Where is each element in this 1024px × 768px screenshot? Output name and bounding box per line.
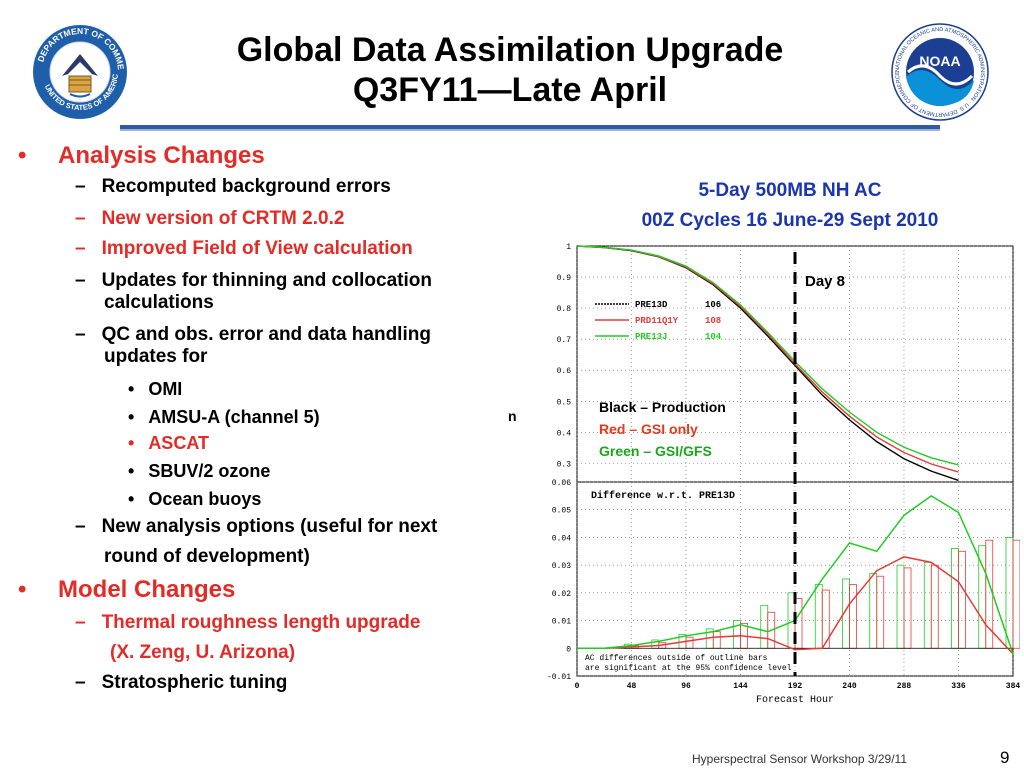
legend-value: 104 <box>705 332 722 342</box>
legend-label: PRD11Q1Y <box>635 316 679 326</box>
y-tick-label: 0.03 <box>552 562 571 571</box>
x-axis-label: Forecast Hour <box>756 695 834 706</box>
x-tick-label: 144 <box>733 682 748 691</box>
sub-bullet: • OMI <box>128 379 183 399</box>
noaa-logo: NATIONAL OCEANIC AND ATMOSPHERIC ADMINIS… <box>891 23 989 121</box>
y-tick-label: 0.4 <box>557 429 572 438</box>
sub-bullet: • Ocean buoys <box>128 489 262 509</box>
noaa-wordmark: NOAA <box>919 53 960 69</box>
series-explanation-label: Green – GSI/GFS <box>599 443 712 459</box>
page-number: 9 <box>1000 748 1010 767</box>
y-tick-label: 0.7 <box>557 336 572 345</box>
list-item: – New version of CRTM 2.0.2 <box>75 208 345 229</box>
x-tick-label: 192 <box>788 682 803 691</box>
list-item-continuation: (X. Zeng, U. Arizona) <box>110 642 296 663</box>
slide-title-line1: Global Data Assimilation Upgrade <box>236 31 784 69</box>
x-tick-label: 288 <box>897 682 912 691</box>
list-item-continuation: calculations <box>104 292 214 313</box>
legend-value: 108 <box>705 316 721 326</box>
legend-label: PRE13D <box>635 300 668 310</box>
significance-bar-red <box>1012 539 1020 649</box>
x-tick-label: 96 <box>681 682 691 691</box>
list-item: – Recomputed background errors <box>75 176 391 197</box>
y-tick-label: 0.6 <box>557 367 572 376</box>
sub-bullet: • SBUV/2 ozone <box>128 461 271 481</box>
chart-title-line2: 00Z Cycles 16 June-29 Sept 2010 <box>641 210 939 231</box>
y-tick-label: 0 <box>566 645 571 654</box>
list-item: – Improved Field of View calculation <box>75 238 413 259</box>
series-explanation-label: Black – Production <box>599 399 726 415</box>
legend-label: PRE13J <box>635 332 667 342</box>
slide-title-line2: Q3FY11—Late April <box>352 71 668 109</box>
series-line-pre13j <box>576 245 959 466</box>
x-tick-label: 0 <box>575 682 580 691</box>
x-tick-label: 48 <box>627 682 637 691</box>
difference-line-prd11q1y <box>577 556 1014 655</box>
y-tick-label: 0.5 <box>557 398 572 407</box>
y-tick-label: 0.04 <box>552 534 571 543</box>
sub-bullet: • AMSU-A (channel 5) <box>128 407 320 427</box>
commerce-seal-logo: DEPARTMENT OF COMMERCE UNITED STATES OF … <box>32 24 127 119</box>
series-explanation-label: Red – GSI only <box>599 421 698 437</box>
list-item: – New analysis options (useful for next <box>75 516 438 537</box>
stray-glyph: n <box>508 408 517 424</box>
footer-text: Hyperspectral Sensor Workshop 3/29/11 <box>692 752 907 766</box>
significance-note: are significant at the 95% confidence le… <box>585 664 792 673</box>
list-item: – Thermal roughness length upgrade <box>75 612 421 633</box>
bullet-model: • Model Changes <box>18 576 236 603</box>
y-tick-label: 0.05 <box>552 507 571 516</box>
y-tick-label: 0.01 <box>552 618 571 627</box>
list-item: – QC and obs. error and data handling <box>75 324 431 345</box>
list-item: – Stratospheric tuning <box>75 672 288 693</box>
bullet-analysis: • Analysis Changes <box>18 142 265 169</box>
list-item: – Updates for thinning and collocation <box>75 270 432 291</box>
list-item-continuation: round of development) <box>104 546 310 567</box>
day8-label: Day 8 <box>805 273 845 290</box>
sub-bullet: • ASCAT <box>128 433 209 453</box>
x-tick-label: 384 <box>1006 682 1020 691</box>
chart-title: 5-Day 500MB NH AC 00Z Cycles 16 June-29 … <box>575 176 1005 236</box>
y-tick-label: 1 <box>566 243 571 252</box>
y-tick-label: 0.02 <box>552 590 571 599</box>
y-tick-label: 0.9 <box>557 274 572 283</box>
significance-note: AC differences outside of outline bars <box>585 654 768 663</box>
bottom-panel-title: Difference w.r.t. PRE13D <box>591 490 735 502</box>
y-tick-label: -0.01 <box>547 673 571 682</box>
anomaly-correlation-chart: 1 0.9 0.8 0.7 0.6 0.5 0.4 0.3 0.06 0.05 0.04 0.03 0.… <box>547 243 1020 706</box>
x-tick-label: 240 <box>842 682 857 691</box>
y-tick-label: 0.06 <box>552 479 571 488</box>
legend-value: 106 <box>705 300 721 310</box>
y-tick-label: 0.3 <box>557 460 572 469</box>
y-tick-label: 0.8 <box>557 305 572 314</box>
list-item-continuation: updates for <box>104 346 208 367</box>
x-tick-label: 336 <box>951 682 966 691</box>
title-underline <box>120 125 940 131</box>
chart-title-line1: 5-Day 500MB NH AC <box>698 180 882 201</box>
slide-title: Global Data Assimilation Upgrade Q3FY11—… <box>150 30 870 110</box>
